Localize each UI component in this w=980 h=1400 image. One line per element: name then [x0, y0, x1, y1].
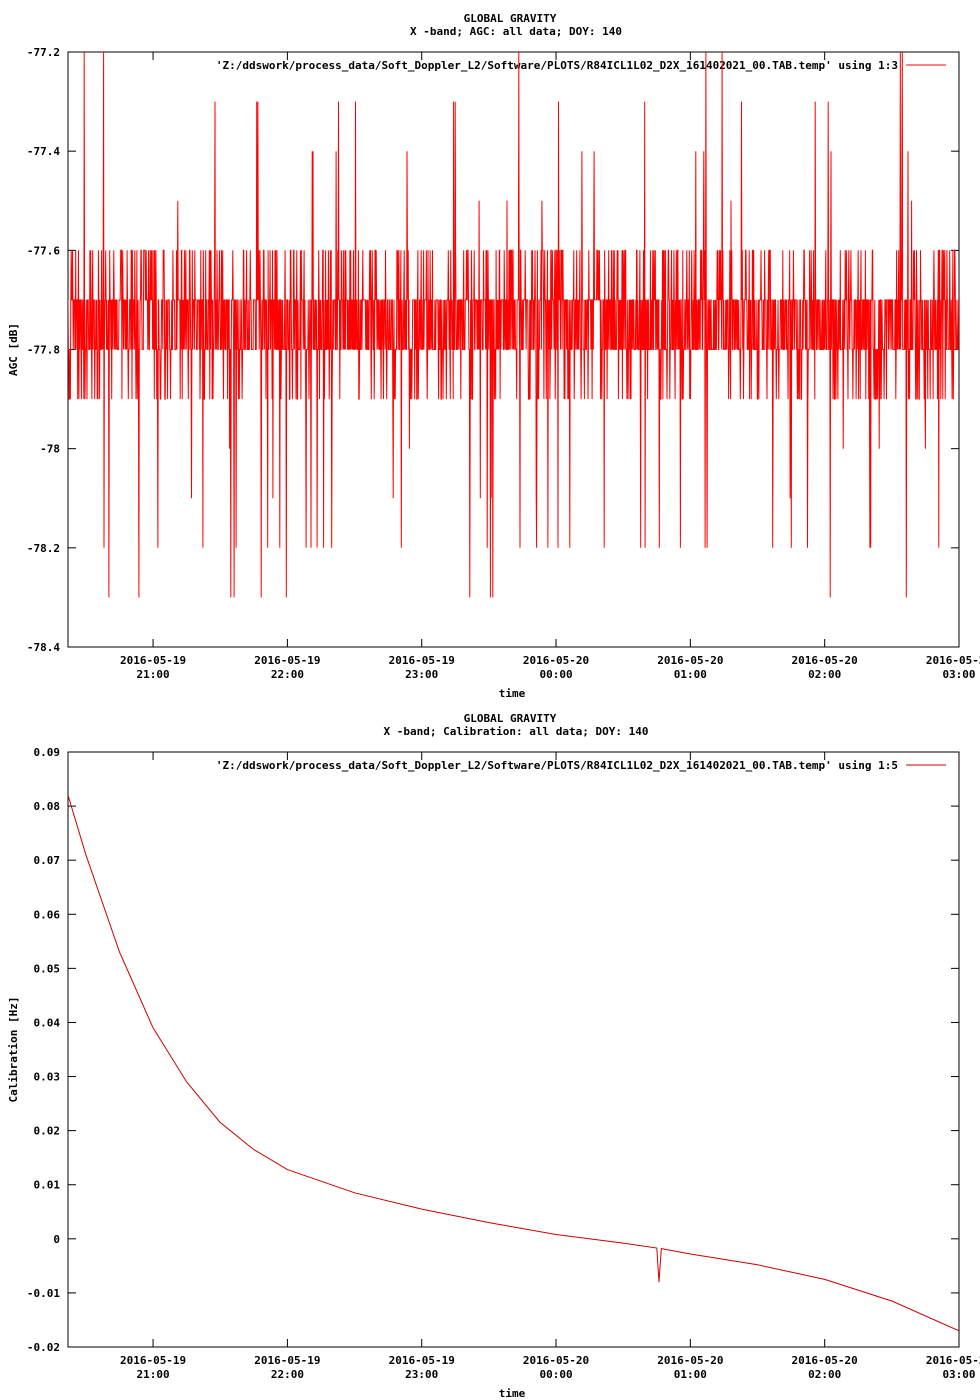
- x-tick-time: 22:00: [271, 668, 304, 681]
- y-tick-label: 0.09: [34, 746, 61, 759]
- y-tick-label: -77.6: [27, 244, 60, 257]
- x-tick-date: 2016-05-20: [657, 1354, 723, 1367]
- y-tick-label: 0.05: [34, 962, 61, 975]
- y-tick-label: -0.01: [27, 1287, 60, 1300]
- x-tick-date: 2016-05-20: [657, 654, 723, 667]
- x-axis-label: time: [499, 687, 526, 700]
- legend-label: 'Z:/ddswork/process_data/Soft_Doppler_L2…: [216, 759, 898, 772]
- x-tick-time: 02:00: [808, 668, 841, 681]
- y-tick-label: -78.4: [27, 641, 60, 654]
- legend-label: 'Z:/ddswork/process_data/Soft_Doppler_L2…: [216, 59, 898, 72]
- y-tick-label: 0.03: [34, 1071, 61, 1084]
- y-tick-label: 0.04: [34, 1016, 61, 1029]
- x-tick-time: 00:00: [539, 1368, 572, 1381]
- y-tick-label: -78.2: [27, 542, 60, 555]
- y-tick-label: -77.8: [27, 344, 60, 357]
- x-axis-label: time: [499, 1387, 526, 1400]
- x-tick-time: 03:00: [942, 1368, 975, 1381]
- x-tick-time: 22:00: [271, 1368, 304, 1381]
- y-tick-label: -78: [40, 443, 60, 456]
- y-tick-label: -77.2: [27, 46, 60, 59]
- x-tick-date: 2016-05-20: [523, 654, 589, 667]
- y-axis-label: Calibration [Hz]: [7, 997, 20, 1103]
- x-tick-date: 2016-05-19: [254, 1354, 320, 1367]
- y-tick-label: 0.07: [34, 854, 61, 867]
- chart-title: GLOBAL GRAVITY: [464, 712, 557, 725]
- x-tick-time: 00:00: [539, 668, 572, 681]
- y-tick-label: 0.08: [34, 800, 61, 813]
- series-line-1: [68, 52, 959, 598]
- chart-subtitle: X -band; Calibration: all data; DOY: 140: [384, 725, 649, 738]
- x-tick-date: 2016-05-20: [926, 1354, 980, 1367]
- x-tick-time: 01:00: [674, 668, 707, 681]
- x-tick-date: 2016-05-20: [792, 654, 858, 667]
- x-tick-date: 2016-05-20: [926, 654, 980, 667]
- series-line-1: [68, 795, 959, 1332]
- y-tick-label: 0.06: [34, 908, 61, 921]
- x-tick-date: 2016-05-20: [523, 1354, 589, 1367]
- x-tick-time: 21:00: [137, 1368, 170, 1381]
- x-tick-date: 2016-05-19: [120, 1354, 186, 1367]
- y-tick-label: -0.02: [27, 1341, 60, 1354]
- x-tick-date: 2016-05-19: [254, 654, 320, 667]
- x-tick-date: 2016-05-19: [120, 654, 186, 667]
- y-axis-label: AGC [dB]: [7, 323, 20, 376]
- x-tick-date: 2016-05-19: [389, 1354, 455, 1367]
- x-tick-time: 01:00: [674, 1368, 707, 1381]
- x-tick-date: 2016-05-20: [792, 1354, 858, 1367]
- x-tick-time: 23:00: [405, 1368, 438, 1381]
- y-tick-label: -77.4: [27, 145, 60, 158]
- x-tick-time: 23:00: [405, 668, 438, 681]
- plot-frame: [67, 751, 960, 1348]
- y-tick-label: 0.02: [34, 1125, 61, 1138]
- x-tick-time: 03:00: [942, 668, 975, 681]
- x-tick-time: 21:00: [137, 668, 170, 681]
- chart-subtitle: X -band; AGC: all data; DOY: 140: [410, 25, 622, 38]
- y-tick-label: 0: [53, 1233, 60, 1246]
- chart-title: GLOBAL GRAVITY: [464, 12, 557, 25]
- x-tick-time: 02:00: [808, 1368, 841, 1381]
- x-tick-date: 2016-05-19: [389, 654, 455, 667]
- y-tick-label: 0.01: [34, 1179, 61, 1192]
